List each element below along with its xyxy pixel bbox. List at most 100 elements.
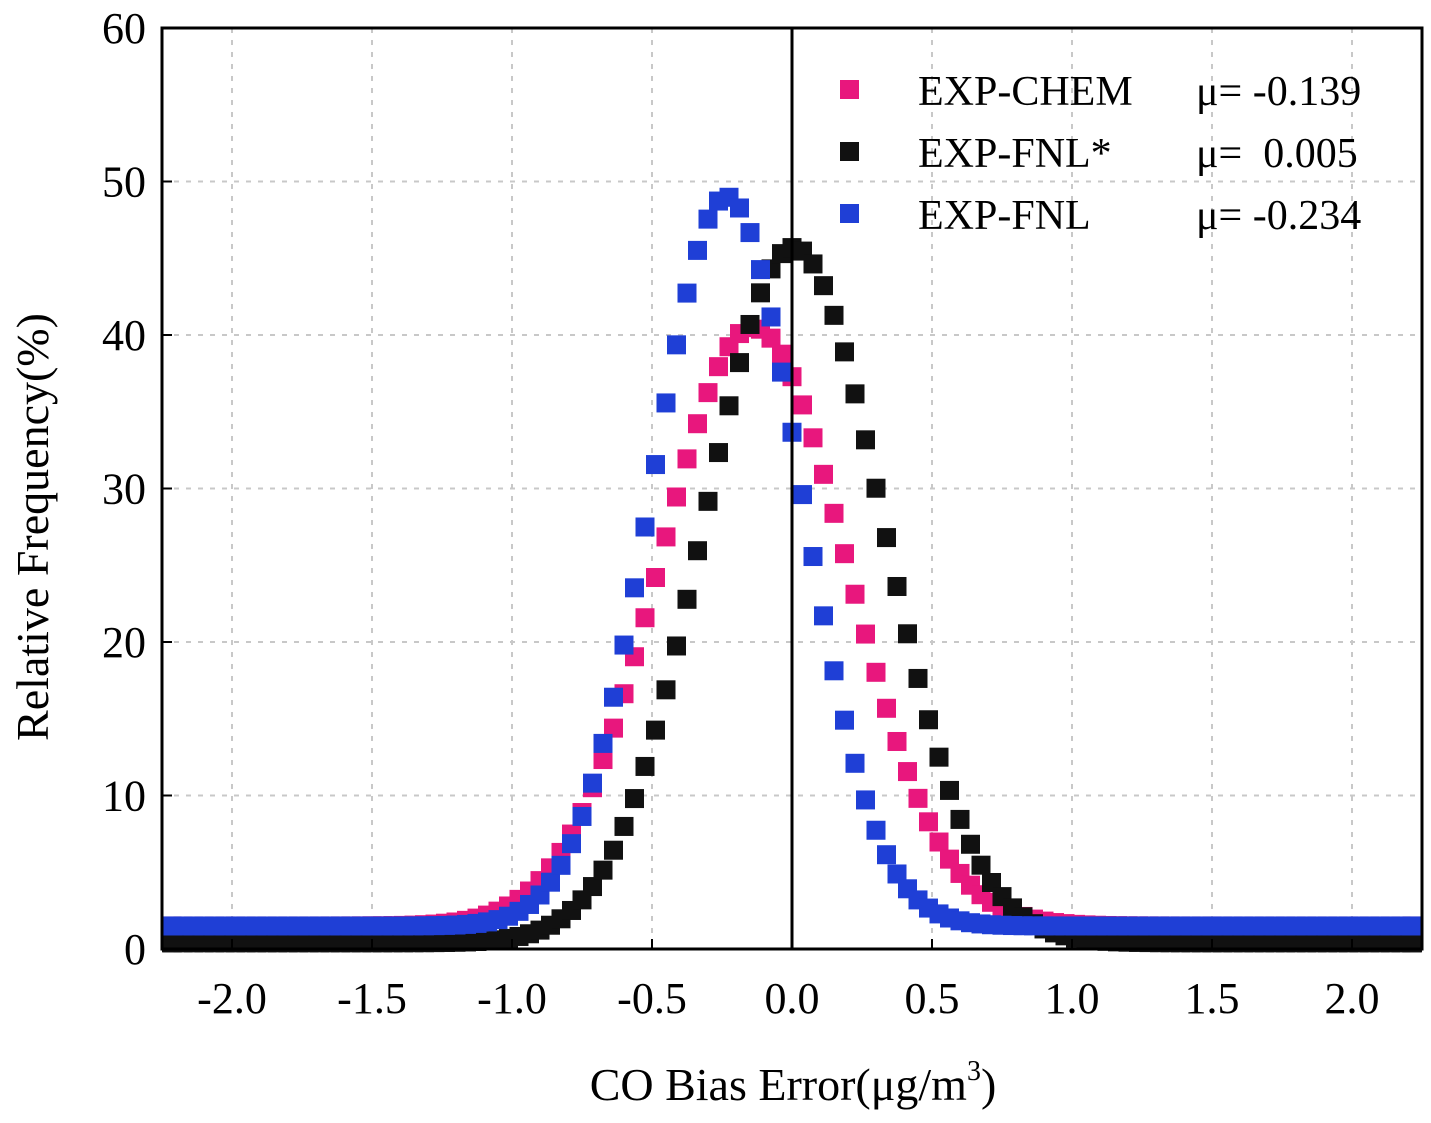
data-point [719,396,739,416]
data-point [614,816,634,836]
data-points [162,187,1422,953]
data-point [803,428,823,448]
data-point [856,790,875,810]
data-point [845,584,865,604]
data-point [793,485,812,505]
x-tick-label: -1.5 [337,974,407,1023]
data-point [667,636,686,656]
data-point [572,806,592,826]
y-tick-label: 20 [102,618,146,667]
data-point [772,362,791,382]
data-point [961,834,980,854]
x-tick-label: 1.5 [1185,974,1240,1023]
grid [162,28,1422,949]
series-exp-fnl [162,187,1422,936]
data-point [730,353,749,373]
data-point [887,731,907,751]
data-point [583,877,602,897]
data-point [593,750,613,770]
data-point [908,788,928,808]
data-point [646,567,665,587]
data-point [866,820,886,840]
data-point [656,680,676,700]
data-point [677,589,697,609]
data-point [593,733,613,753]
data-point [856,624,875,644]
legend-series-name: EXP-FNL* [918,131,1112,177]
data-point [751,260,770,280]
data-point [761,328,781,348]
data-point [929,747,949,767]
legend-item: EXP-CHEM μ= -0.139 [840,69,1361,115]
data-point [814,606,833,626]
data-point [845,384,865,404]
data-point [835,710,854,730]
legend-item: EXP-FNL μ= -0.234 [840,193,1361,239]
y-tick-label: 10 [102,772,146,821]
x-tick-label: -1.0 [477,974,547,1023]
data-point [929,832,949,852]
legend-marker [840,80,859,99]
data-point [677,449,697,469]
data-point [887,576,907,596]
data-point [740,223,760,243]
x-tick-label: -0.5 [617,974,687,1023]
data-point [866,478,886,498]
data-point [740,314,760,334]
x-tick-label: -2.0 [197,974,267,1023]
data-point [877,845,896,865]
data-point [877,698,896,718]
y-tick-label: 50 [102,158,146,207]
data-point [562,834,581,854]
data-point [919,812,938,832]
data-point [940,849,959,869]
data-point [856,430,875,450]
legend-item: EXP-FNL* μ= 0.005 [840,131,1358,177]
data-point [877,528,896,548]
data-point [845,753,865,773]
x-tick-label: 2.0 [1325,974,1380,1023]
data-point [551,855,571,875]
data-point [667,335,686,355]
legend-series-name: EXP-CHEM [918,69,1133,115]
data-point [593,860,613,880]
data-point [772,344,791,364]
x-tick-label: 0.5 [905,974,960,1023]
data-point [667,487,686,507]
data-point [730,198,749,218]
tick-labels: -2.0 -1.5 -1.0 -0.5 0.0 0.5 1.0 1.5 2.0 0 10 20 30 40… [102,4,1380,1023]
x-axis-title: CO Bias Error(μg/m3) [590,1056,997,1110]
x-axis-title-main: CO Bias Error(μg/m [590,1059,967,1110]
data-point [656,393,676,413]
data-point [814,464,833,484]
data-point [908,668,928,688]
data-point [814,276,833,296]
x-axis-title-superscript: 3 [967,1056,981,1087]
data-point [698,209,718,229]
data-point [604,718,623,738]
data-point [625,789,644,809]
data-point [583,773,602,793]
data-point [898,762,917,782]
data-point [646,455,665,475]
legend-marker [840,204,859,223]
data-point [835,342,854,362]
data-point [803,254,823,274]
data-point [635,608,655,628]
data-point [709,357,728,377]
y-tick-label: 40 [102,311,146,360]
data-point [940,780,959,800]
data-point [950,809,970,829]
y-tick-label: 60 [102,4,146,53]
y-tick-label: 0 [124,925,146,974]
data-point [614,635,634,655]
data-point [1403,916,1422,936]
data-point [698,491,718,511]
legend-series-mean: μ= -0.234 [1196,193,1361,239]
data-point [656,527,676,547]
data-point [698,383,718,403]
y-tick-label: 30 [102,465,146,514]
data-point [604,687,623,707]
data-point [824,503,844,523]
